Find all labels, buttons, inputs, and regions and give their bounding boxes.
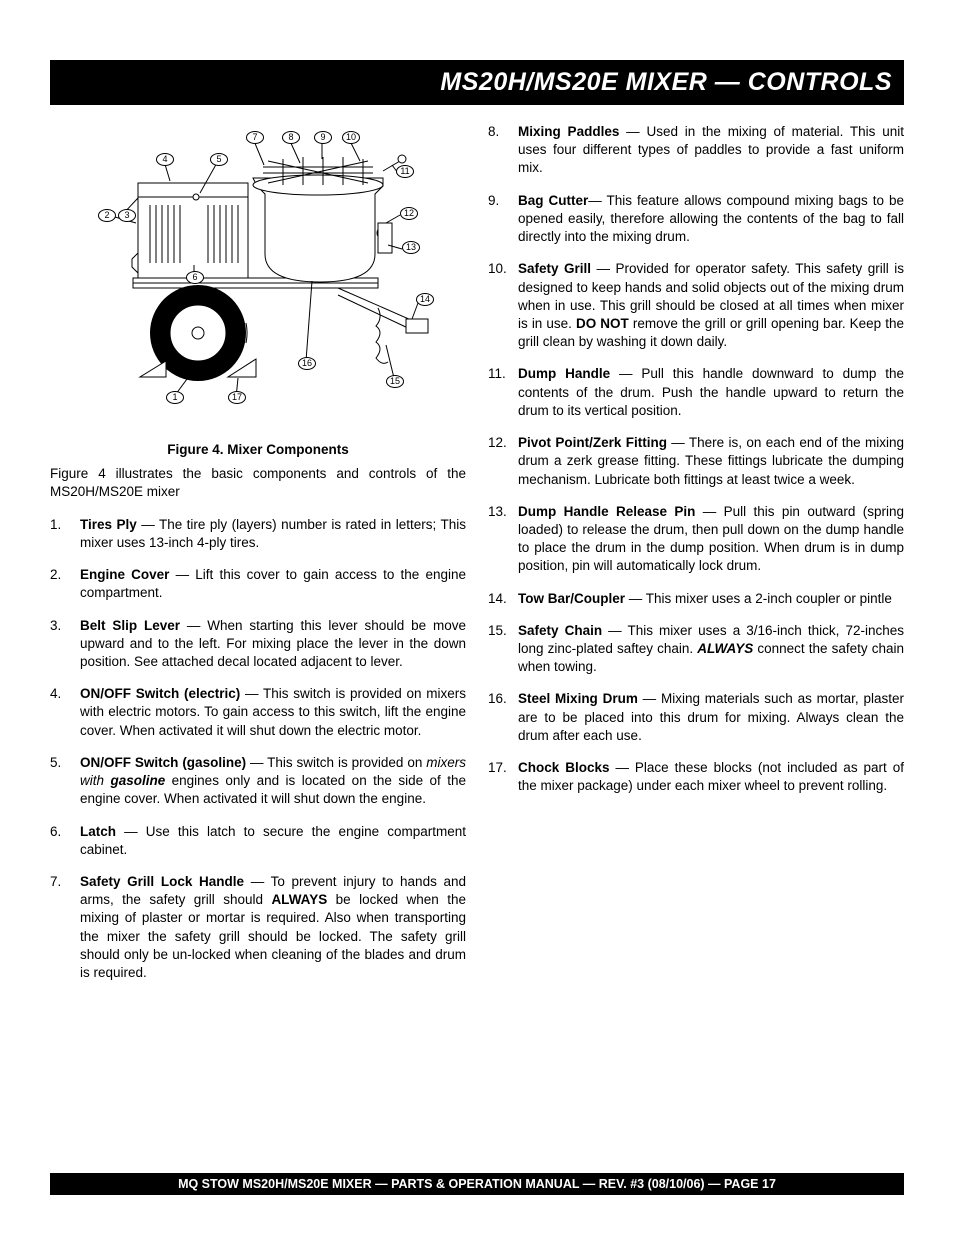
item-13: Dump Handle Release Pin — Pull this pin … [488, 503, 904, 576]
item-4: ON/OFF Switch (electric) — This switch i… [50, 685, 466, 740]
content-columns: 1 2 3 4 5 6 7 8 9 10 11 12 13 14 15 16 1 [50, 123, 904, 1173]
footer-bar: MQ STOW MS20H/MS20E MIXER — PARTS & OPER… [50, 1173, 904, 1195]
item-17: Chock Blocks — Place these blocks (not i… [488, 759, 904, 795]
item-8: Mixing Paddles — Used in the mixing of m… [488, 123, 904, 178]
item-7: Safety Grill Lock Handle — To prevent in… [50, 873, 466, 982]
items-left: Tires Ply — The tire ply (layers) number… [50, 516, 466, 983]
callout-9: 9 [314, 131, 332, 144]
callout-16: 16 [298, 357, 316, 370]
callout-1: 1 [166, 391, 184, 404]
right-column: Mixing Paddles — Used in the mixing of m… [488, 123, 904, 1173]
item-9: Bag Cutter— This feature allows compound… [488, 192, 904, 247]
callout-7: 7 [246, 131, 264, 144]
callout-6: 6 [186, 271, 204, 284]
callout-5: 5 [210, 153, 228, 166]
item-12: Pivot Point/Zerk Fitting — There is, on … [488, 434, 904, 489]
item-15: Safety Chain — This mixer uses a 3/16-in… [488, 622, 904, 677]
item-14: Tow Bar/Coupler — This mixer uses a 2-in… [488, 590, 904, 608]
mixer-diagram: 1 2 3 4 5 6 7 8 9 10 11 12 13 14 15 16 1 [78, 123, 438, 433]
page: MS20H/MS20E MIXER — CONTROLS [0, 0, 954, 1235]
title-bar: MS20H/MS20E MIXER — CONTROLS [50, 60, 904, 105]
callout-8: 8 [282, 131, 300, 144]
callout-11: 11 [396, 165, 414, 178]
item-2: Engine Cover — Lift this cover to gain a… [50, 566, 466, 602]
figure-caption: Figure 4. Mixer Components [50, 441, 466, 459]
callout-3: 3 [118, 209, 136, 222]
item-5: ON/OFF Switch (gasoline) — This switch i… [50, 754, 466, 809]
callout-2: 2 [98, 209, 116, 222]
items-right: Mixing Paddles — Used in the mixing of m… [488, 123, 904, 796]
item-3: Belt Slip Lever — When starting this lev… [50, 617, 466, 672]
callout-4: 4 [156, 153, 174, 166]
item-16: Steel Mixing Drum — Mixing materials suc… [488, 690, 904, 745]
item-10: Safety Grill — Provided for operator saf… [488, 260, 904, 351]
callout-15: 15 [386, 375, 404, 388]
item-11: Dump Handle — Pull this handle downward … [488, 365, 904, 420]
diagram-svg [78, 123, 438, 433]
callout-14: 14 [416, 293, 434, 306]
intro-text: Figure 4 illustrates the basic component… [50, 465, 466, 501]
callout-17: 17 [228, 391, 246, 404]
callout-10: 10 [342, 131, 360, 144]
item-1: Tires Ply — The tire ply (layers) number… [50, 516, 466, 552]
left-column: 1 2 3 4 5 6 7 8 9 10 11 12 13 14 15 16 1 [50, 123, 466, 1173]
callout-13: 13 [402, 241, 420, 254]
item-6: Latch — Use this latch to secure the eng… [50, 823, 466, 859]
callout-12: 12 [400, 207, 418, 220]
figure-wrap: 1 2 3 4 5 6 7 8 9 10 11 12 13 14 15 16 1 [50, 123, 466, 459]
